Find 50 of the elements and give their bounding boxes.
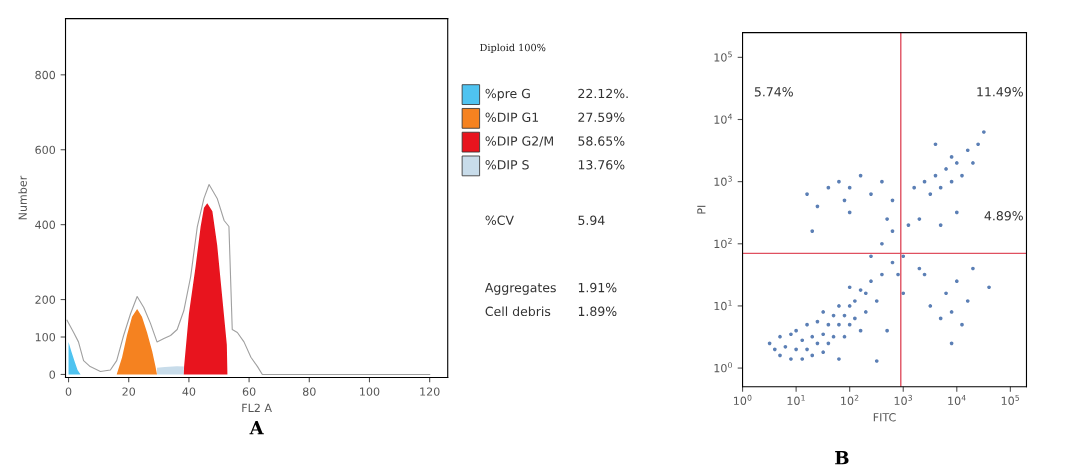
y-tick-label: 600 [35, 145, 56, 155]
x-tick-label: 120 [420, 387, 440, 396]
y-tick-label: 100 [35, 332, 56, 342]
x-axis-title: FL2 A [242, 403, 272, 412]
y-tick-label: 10$^{2}$ [714, 237, 732, 249]
x-tick-label: 80 [302, 387, 316, 396]
annotation: 4.89% [984, 211, 1023, 221]
y-tick-label: 0 [49, 370, 56, 379]
y-axis-title: Number [18, 175, 27, 220]
y-tick-label: 10$^{0}$ [714, 362, 732, 373]
x-tick-label: 10$^{0}$ [734, 394, 752, 406]
text: 13.76% [578, 160, 625, 170]
text: Diploid 100% [480, 43, 546, 54]
x-axis-title: FITC [873, 413, 896, 422]
category-label: %DIP G1 [485, 112, 539, 122]
text: B [835, 451, 849, 465]
x-tick-label: 10$^{1}$ [787, 394, 805, 406]
x-tick-label: 20 [122, 387, 136, 396]
category-label: %DIP S [485, 160, 529, 170]
x-tick-label: 40 [182, 387, 196, 396]
text: %CV [485, 215, 514, 225]
text: Cell debris [485, 306, 551, 317]
text: 22.12%. [578, 88, 628, 99]
x-tick-label: 10$^{2}$ [841, 394, 859, 406]
x-tick-label: 60 [242, 387, 256, 396]
x-tick-label: 0 [65, 387, 72, 396]
text: 1.91% [578, 282, 617, 293]
x-tick-label: 100 [360, 387, 380, 396]
text: 27.59% [578, 112, 625, 122]
y-tick-label: 10$^{3}$ [714, 175, 732, 186]
y-tick-label: 800 [35, 70, 56, 80]
y-tick-label: 10$^{4}$ [714, 113, 733, 124]
category-label: %DIP G2/M [485, 136, 553, 147]
y-tick-label: 400 [35, 220, 56, 230]
x-tick-label: 10$^{3}$ [894, 394, 913, 406]
annotation: 11.49% [977, 87, 1023, 97]
x-tick-label: 10$^{5}$ [1001, 394, 1020, 406]
category-label: %pre G [485, 88, 530, 101]
y-tick-label: 10$^{5}$ [714, 51, 732, 62]
text: Aggregates [484, 283, 556, 295]
annotation: 5.74% [754, 87, 793, 97]
text: 5.94 [578, 215, 605, 225]
line-series [66, 184, 431, 376]
y-tick-label: 200 [35, 295, 56, 304]
text: 58.65% [578, 136, 625, 146]
text: 1.89% [578, 306, 617, 317]
y-tick-label: 10$^{1}$ [714, 300, 732, 311]
text: A [249, 421, 264, 435]
y-axis-title: PI [697, 205, 706, 214]
x-tick-label: 10$^{4}$ [948, 394, 966, 406]
